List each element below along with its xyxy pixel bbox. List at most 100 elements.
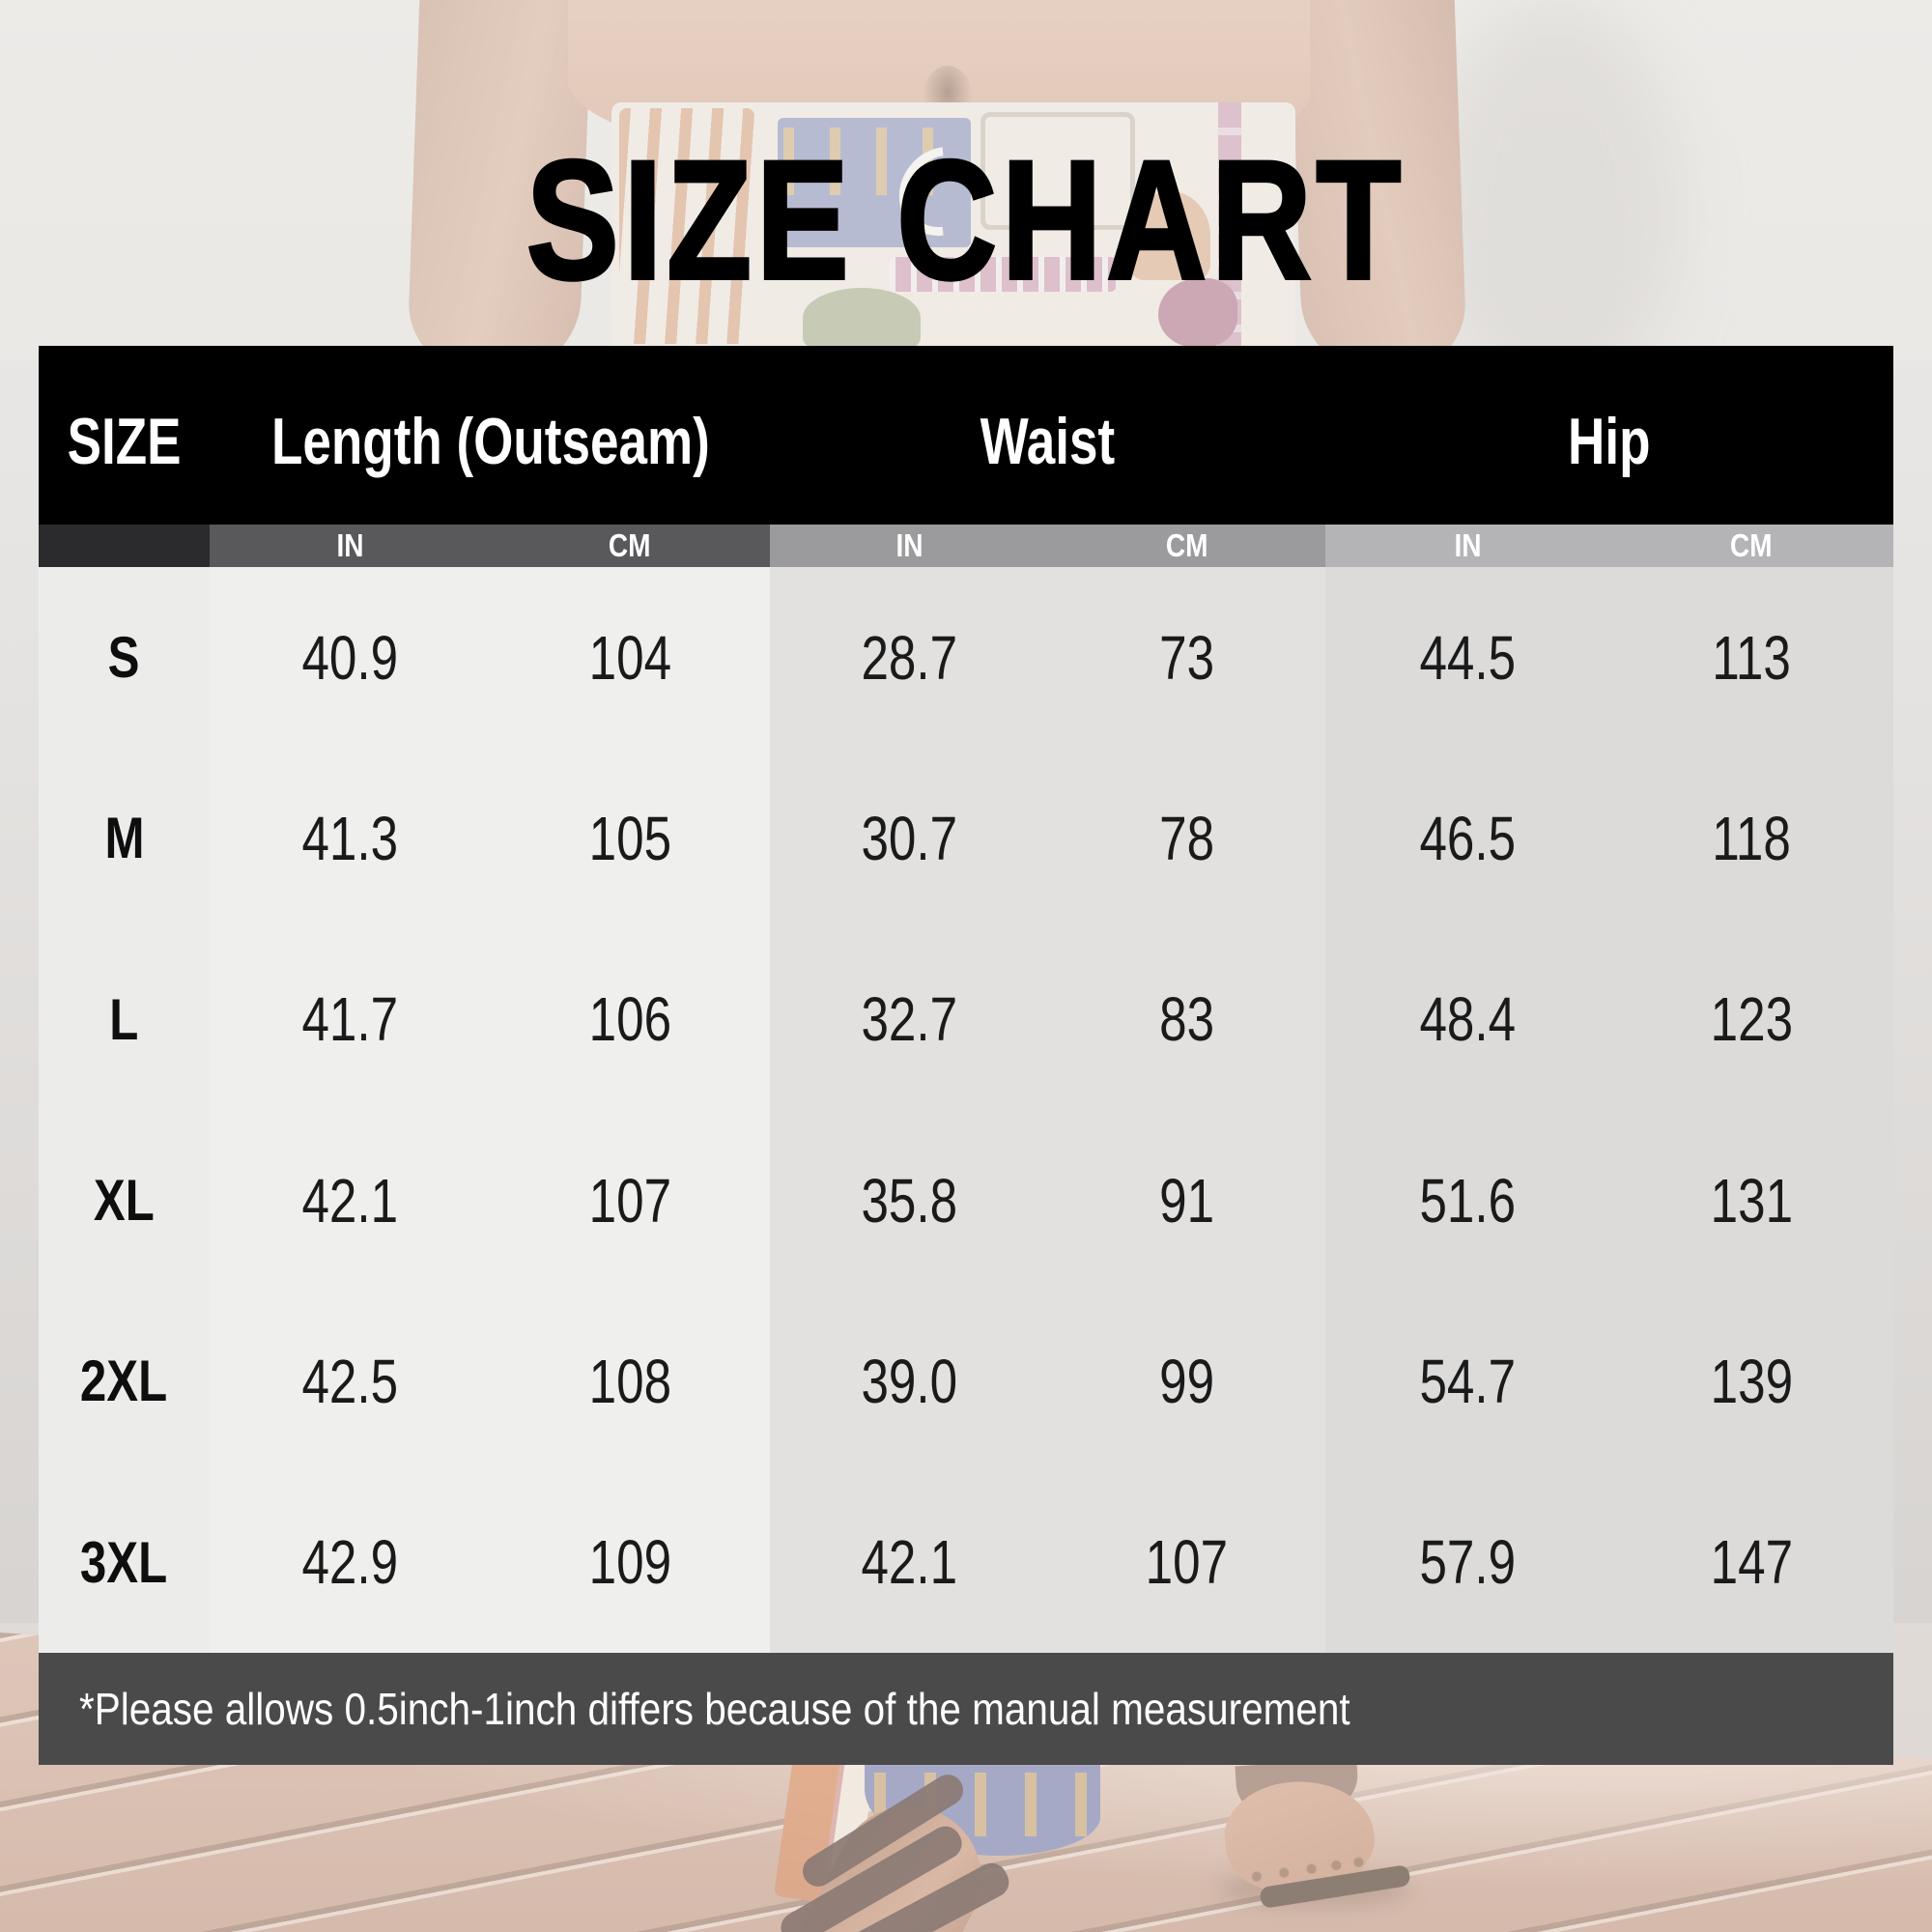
hip-cm-value: 118 xyxy=(1712,803,1791,873)
hip-cm-value: 123 xyxy=(1710,984,1793,1055)
size-cell: L xyxy=(39,929,210,1110)
shorts-pattern-pink-band xyxy=(890,257,1116,292)
shorts-pattern-palm-motif xyxy=(1129,191,1210,280)
length-cm-cell: 107 xyxy=(490,1110,770,1291)
hip-cm-cell: 113 xyxy=(1609,567,1893,748)
table-unit-row: IN CM IN CM IN CM xyxy=(39,525,1893,567)
table-header-row: SIZE Length (Outseam) Waist Hip xyxy=(39,346,1893,525)
unit-length-in: IN xyxy=(210,525,490,567)
length-in-value: 41.7 xyxy=(301,984,398,1055)
waist-in-cell: 39.0 xyxy=(770,1291,1048,1471)
length-cm-value: 105 xyxy=(588,803,671,873)
shorts-pattern-green-leaf xyxy=(803,288,921,348)
hip-cm-cell: 147 xyxy=(1609,1472,1893,1653)
hip-in-value: 57.9 xyxy=(1419,1527,1516,1598)
waist-cm-value: 78 xyxy=(1159,803,1214,873)
size-cell: 2XL xyxy=(39,1291,210,1471)
waist-in-value: 32.7 xyxy=(861,984,957,1055)
waist-cm-value: 83 xyxy=(1159,984,1214,1055)
waist-in-value: 35.8 xyxy=(861,1165,957,1236)
size-cell: XL xyxy=(39,1110,210,1291)
length-in-cell: 42.1 xyxy=(210,1110,490,1291)
left-leg-with-sandal xyxy=(768,1761,1108,1932)
length-cm-cell: 104 xyxy=(490,567,770,748)
unit-waist-cm: CM xyxy=(1048,525,1325,567)
waist-cm-cell: 78 xyxy=(1048,748,1325,928)
hip-in-value: 46.5 xyxy=(1419,803,1516,873)
shorts-pattern-pocket-outline xyxy=(980,112,1135,230)
hip-in-value: 48.4 xyxy=(1419,984,1516,1055)
header-size: SIZE xyxy=(67,404,182,478)
waist-in-cell: 42.1 xyxy=(770,1472,1048,1653)
size-label: M xyxy=(103,806,144,871)
table-row: L 41.7 106 32.7 83 48.4 123 xyxy=(39,929,1893,1110)
footnote-bar: *Please allows 0.5inch-1inch differs bec… xyxy=(39,1653,1893,1765)
waist-cm-value: 73 xyxy=(1159,622,1214,693)
length-in-value: 42.1 xyxy=(301,1165,398,1236)
waist-in-value: 39.0 xyxy=(861,1346,957,1416)
hip-cm-cell: 118 xyxy=(1609,748,1893,928)
hip-in-cell: 48.4 xyxy=(1325,929,1609,1110)
length-in-cell: 41.7 xyxy=(210,929,490,1110)
length-cm-value: 104 xyxy=(588,622,671,693)
waist-cm-cell: 83 xyxy=(1048,929,1325,1110)
size-label: 3XL xyxy=(80,1529,168,1595)
size-label: S xyxy=(108,625,140,691)
waist-cm-cell: 99 xyxy=(1048,1291,1325,1471)
table-row: 2XL 42.5 108 39.0 99 54.7 139 xyxy=(39,1291,1893,1471)
page-title-text: SIZE CHART xyxy=(525,127,1406,315)
size-cell: S xyxy=(39,567,210,748)
header-waist: Waist xyxy=(980,404,1116,478)
shorts-hem-blue-patch xyxy=(865,1761,1100,1856)
length-in-value: 40.9 xyxy=(301,622,398,693)
table-row: 3XL 42.9 109 42.1 107 57.9 147 xyxy=(39,1472,1893,1653)
length-in-value: 42.5 xyxy=(301,1346,398,1416)
hip-in-value: 54.7 xyxy=(1419,1346,1516,1416)
waist-in-cell: 32.7 xyxy=(770,929,1048,1110)
length-in-cell: 41.3 xyxy=(210,748,490,928)
shorts-pattern-bird-motif xyxy=(1158,278,1237,348)
waist-in-value: 30.7 xyxy=(861,803,957,873)
length-cm-value: 109 xyxy=(588,1527,671,1598)
hip-cm-value: 113 xyxy=(1712,622,1791,693)
wall-shadow xyxy=(1430,0,1681,406)
hip-cm-cell: 131 xyxy=(1609,1110,1893,1291)
hip-in-cell: 46.5 xyxy=(1325,748,1609,928)
page-title: SIZE CHART xyxy=(0,127,1932,315)
length-cm-cell: 105 xyxy=(490,748,770,928)
waist-cm-value: 99 xyxy=(1159,1346,1214,1416)
size-label: L xyxy=(109,986,139,1052)
waist-cm-cell: 91 xyxy=(1048,1110,1325,1291)
unit-waist-in: IN xyxy=(770,525,1048,567)
hip-in-cell: 51.6 xyxy=(1325,1110,1609,1291)
header-hip: Hip xyxy=(1568,404,1651,478)
hip-cm-value: 147 xyxy=(1710,1527,1793,1598)
footnote-text: *Please allows 0.5inch-1inch differs bec… xyxy=(79,1684,1350,1734)
waist-in-cell: 35.8 xyxy=(770,1110,1048,1291)
hip-in-cell: 54.7 xyxy=(1325,1291,1609,1471)
table-body: S 40.9 104 28.7 73 44.5 113 M 41.3 105 xyxy=(39,567,1893,1653)
length-cm-cell: 106 xyxy=(490,929,770,1110)
unit-hip-in: IN xyxy=(1325,525,1609,567)
waist-in-value: 42.1 xyxy=(861,1527,957,1598)
unit-hip-cm: CM xyxy=(1609,525,1893,567)
length-cm-value: 106 xyxy=(588,984,671,1055)
hip-cm-value: 139 xyxy=(1710,1346,1793,1416)
size-label: 2XL xyxy=(80,1349,168,1414)
waist-in-cell: 30.7 xyxy=(770,748,1048,928)
unit-length-cm: CM xyxy=(490,525,770,567)
shorts-pattern-blue-patch xyxy=(778,118,971,247)
table-row: S 40.9 104 28.7 73 44.5 113 xyxy=(39,567,1893,748)
waist-cm-cell: 73 xyxy=(1048,567,1325,748)
size-cell: M xyxy=(39,748,210,928)
table-row: XL 42.1 107 35.8 91 51.6 131 xyxy=(39,1110,1893,1291)
length-cm-value: 107 xyxy=(588,1165,671,1236)
length-in-cell: 40.9 xyxy=(210,567,490,748)
length-cm-cell: 109 xyxy=(490,1472,770,1653)
size-label: XL xyxy=(94,1168,155,1234)
hip-in-cell: 44.5 xyxy=(1325,567,1609,748)
header-length-outseam: Length (Outseam) xyxy=(270,404,710,478)
length-cm-value: 108 xyxy=(588,1346,671,1416)
photo-wash-overlay-top xyxy=(0,0,1932,359)
hip-cm-value: 131 xyxy=(1710,1165,1793,1236)
